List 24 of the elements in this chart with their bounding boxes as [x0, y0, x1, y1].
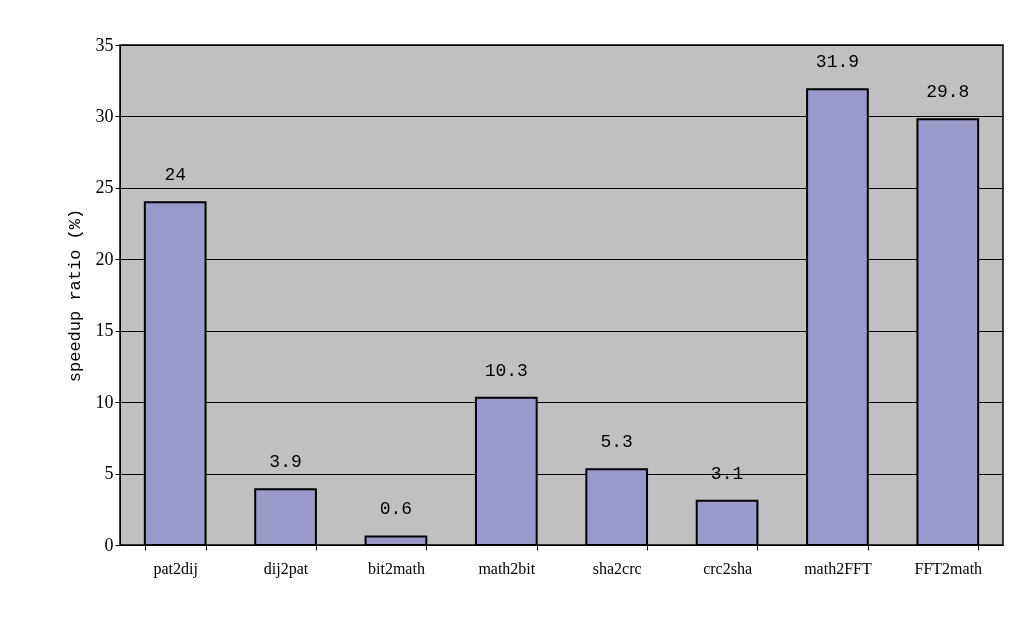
y-tick-label: 15	[95, 320, 114, 341]
data-label: 24	[164, 165, 186, 186]
y-tick-label: 10	[95, 391, 114, 412]
y-tick-label: 35	[95, 34, 114, 55]
x-tick-label: FFT2math	[914, 559, 983, 577]
data-label: 0.6	[379, 499, 413, 520]
data-label: 29.8	[926, 82, 970, 103]
y-tick-label: 30	[95, 105, 114, 126]
x-tick-label: math2FFT	[804, 559, 872, 577]
data-label: 10.3	[484, 360, 528, 381]
y-tick-label: 5	[104, 463, 114, 484]
data-label: 5.3	[600, 432, 633, 453]
x-tick-label: dij2pat	[263, 559, 309, 578]
data-label: 3.9	[269, 452, 302, 473]
x-tick-label: sha2crc	[592, 559, 642, 577]
y-axis-title: speedup ratio (%)	[65, 208, 85, 383]
x-tick-label: pat2dij	[153, 559, 198, 578]
x-tick-label: bit2math	[367, 559, 425, 577]
y-tick-label: 25	[95, 177, 114, 198]
y-tick-label: 0	[104, 534, 114, 555]
x-tick-label: math2bit	[478, 559, 536, 577]
x-tick-label: crc2sha	[703, 559, 752, 577]
data-label: 31.9	[815, 52, 860, 73]
y-tick-label: 20	[95, 248, 114, 269]
